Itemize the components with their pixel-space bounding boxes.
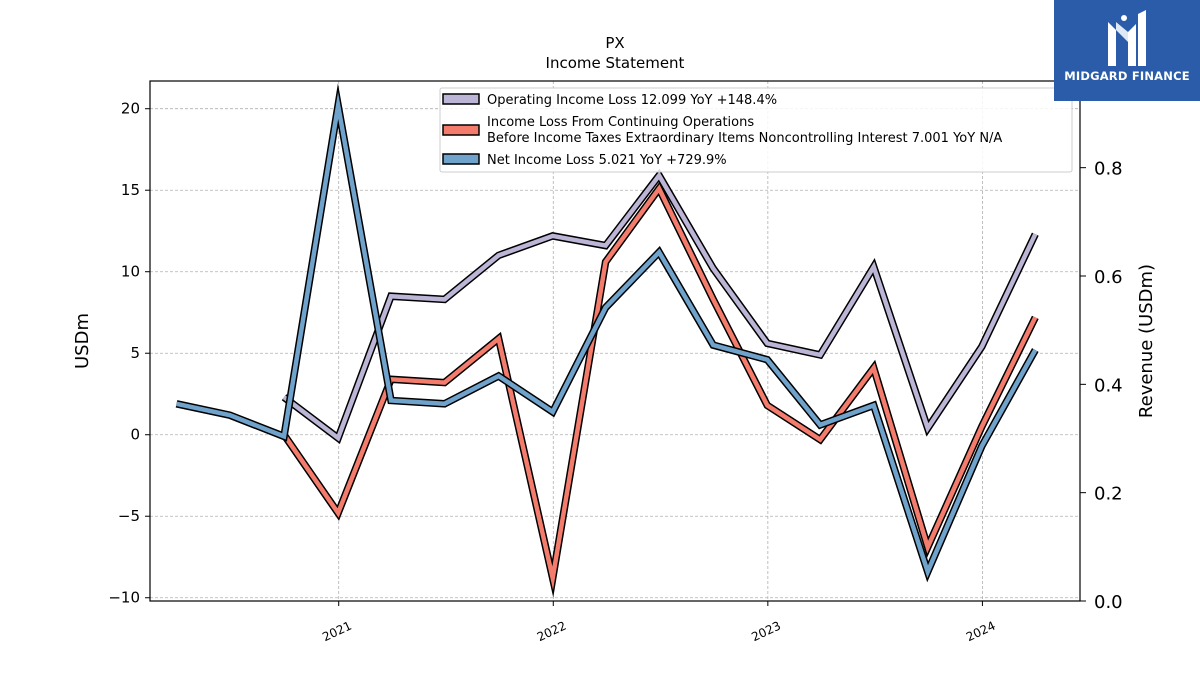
x-tick-label: 2024: [964, 619, 998, 645]
series-line: [282, 184, 1038, 590]
plot-frame: [149, 80, 1081, 602]
series-line: [282, 171, 1038, 442]
y-axis-label-right: Revenue (USDm): [1136, 264, 1157, 418]
legend-label-line: Income Loss From Continuing Operations: [487, 115, 754, 130]
left-axis: −10 −5 0 5 10 15 20: [108, 100, 150, 607]
y-tick-label-right: 0.8: [1094, 159, 1123, 180]
x-axis: 2021 2022 2023 2024: [320, 601, 998, 645]
series-layer: [175, 83, 1039, 598]
y-tick-label: 0: [130, 426, 140, 444]
y-tick-label: 5: [130, 344, 140, 362]
chart-subtitle: Income Statement: [546, 54, 685, 72]
series-line: [176, 92, 1038, 579]
y-tick-label-right: 0.0: [1094, 592, 1123, 613]
legend-swatch: [442, 124, 480, 136]
y-tick-label: 10: [121, 263, 140, 281]
chart-title: PX: [605, 34, 624, 52]
legend-swatch: [442, 153, 480, 165]
legend-label: Income Loss From Continuing Operations Be…: [487, 115, 1002, 146]
right-axis: 0.0 0.2 0.4 0.6 0.8: [1080, 159, 1123, 613]
y-tick-label-right: 0.4: [1094, 375, 1123, 396]
legend: Operating Income Loss 12.099 YoY +148.4%…: [439, 87, 1073, 173]
legend-box: [439, 87, 1073, 173]
legend-label: Operating Income Loss 12.099 YoY +148.4%: [487, 93, 777, 108]
legend-swatch: [442, 93, 480, 105]
y-tick-label-right: 0.6: [1094, 267, 1123, 288]
logo-icon: [1108, 10, 1146, 66]
x-tick-label: 2022: [535, 619, 569, 645]
y-axis-label: USDm: [72, 313, 93, 369]
company-logo: MIDGARD FINANCE: [1054, 0, 1200, 101]
y-tick-label: −5: [118, 507, 140, 525]
legend-label: Net Income Loss 5.021 YoY +729.9%: [487, 153, 727, 168]
y-tick-label-right: 0.2: [1094, 484, 1123, 505]
y-tick-label: 20: [121, 100, 140, 118]
x-tick-label: 2023: [749, 619, 783, 645]
legend-label-line: Before Income Taxes Extraordinary Items …: [487, 131, 1002, 146]
x-tick-label: 2021: [320, 619, 354, 645]
logo-text: MIDGARD FINANCE: [1064, 69, 1190, 83]
y-tick-label: −10: [108, 589, 140, 607]
y-tick-label: 15: [121, 181, 140, 199]
